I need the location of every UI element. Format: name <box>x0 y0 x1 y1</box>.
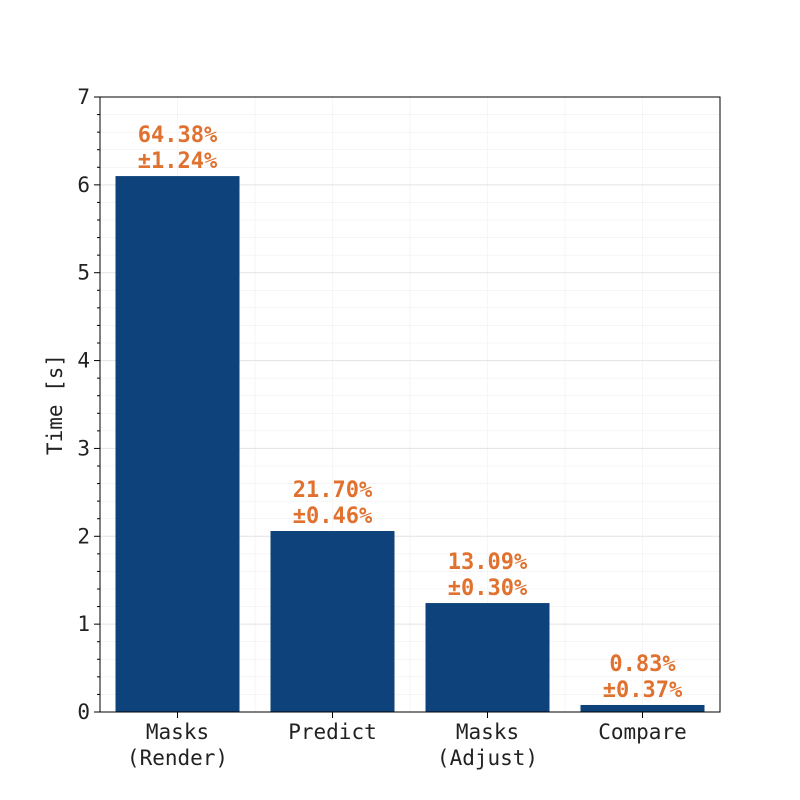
bar <box>270 531 395 712</box>
bars <box>115 176 705 713</box>
x-tick-label: Masks <box>456 720 519 744</box>
y-tick-label: 5 <box>77 261 90 285</box>
data-label: ±0.37% <box>603 678 683 703</box>
data-label: 13.09% <box>448 550 528 575</box>
y-tick-label: 7 <box>77 85 90 109</box>
x-tick-label: Compare <box>598 720 687 744</box>
x-tick-label: (Adjust) <box>437 746 538 770</box>
data-label: 64.38% <box>138 123 218 148</box>
bar <box>115 176 240 713</box>
y-axis-title: Time [s] <box>43 354 67 455</box>
data-label: 0.83% <box>609 652 676 677</box>
y-tick-label: 2 <box>77 524 90 548</box>
plot-frame <box>99 96 721 713</box>
y-tick-label: 4 <box>77 349 90 373</box>
y-tick-label: 1 <box>77 612 90 636</box>
data-label: ±0.30% <box>448 576 528 601</box>
y-tick-label: 3 <box>77 436 90 460</box>
y-tick-label: 0 <box>77 700 90 724</box>
y-axis-ticks: 0 1 2 3 4 5 6 7 <box>77 85 643 724</box>
data-labels: 64.38%±1.24% 21.70%±0.46% 13.09%±0.30% 0.83… <box>138 123 683 703</box>
data-label: 21.70% <box>293 478 373 503</box>
x-tick-label: Predict <box>288 720 377 744</box>
data-label: ±1.24% <box>138 149 218 174</box>
y-tick-label: 6 <box>77 173 90 197</box>
bar <box>425 603 550 712</box>
data-label: ±0.46% <box>293 504 373 529</box>
x-axis-tick-labels: Masks(Render)Predict Masks(Adjust)Compare <box>127 720 687 770</box>
bar <box>580 704 705 712</box>
x-tick-label: (Render) <box>127 746 228 770</box>
x-tick-label: Masks <box>146 720 209 744</box>
